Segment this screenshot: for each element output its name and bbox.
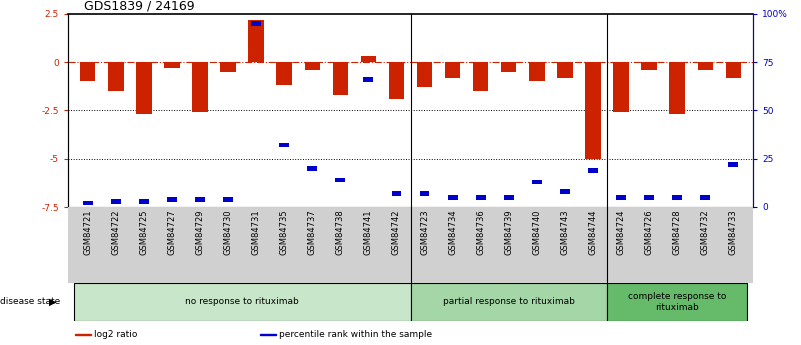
Bar bbox=[74, 283, 410, 321]
Bar bbox=[588, 168, 598, 172]
Text: GSM84722: GSM84722 bbox=[111, 209, 120, 255]
Text: GSM84735: GSM84735 bbox=[280, 209, 288, 255]
Text: GSM84737: GSM84737 bbox=[308, 209, 316, 255]
Text: GSM84739: GSM84739 bbox=[505, 209, 513, 255]
Text: GSM84721: GSM84721 bbox=[83, 209, 92, 255]
Bar bbox=[473, 62, 489, 91]
Text: GSM84734: GSM84734 bbox=[448, 209, 457, 255]
Text: GSM84738: GSM84738 bbox=[336, 209, 345, 255]
Bar bbox=[223, 197, 233, 201]
Text: GSM84725: GSM84725 bbox=[139, 209, 148, 255]
Bar bbox=[364, 77, 373, 82]
Bar bbox=[560, 189, 570, 194]
Text: disease state: disease state bbox=[0, 297, 60, 306]
Bar bbox=[252, 21, 261, 26]
Text: GSM84731: GSM84731 bbox=[252, 209, 260, 255]
Bar bbox=[332, 62, 348, 95]
Bar bbox=[644, 195, 654, 200]
Text: GDS1839 / 24169: GDS1839 / 24169 bbox=[84, 0, 195, 12]
Bar bbox=[167, 197, 177, 201]
Text: log2 ratio: log2 ratio bbox=[94, 329, 138, 339]
Text: GSM84733: GSM84733 bbox=[729, 209, 738, 255]
Text: percentile rank within the sample: percentile rank within the sample bbox=[279, 329, 433, 339]
Text: GSM84729: GSM84729 bbox=[195, 209, 204, 255]
Bar bbox=[280, 143, 289, 148]
Bar bbox=[417, 62, 433, 87]
Text: GSM84726: GSM84726 bbox=[645, 209, 654, 255]
Bar bbox=[304, 62, 320, 70]
Text: GSM84724: GSM84724 bbox=[617, 209, 626, 255]
Bar bbox=[410, 283, 607, 321]
Bar bbox=[557, 62, 573, 78]
Bar bbox=[476, 195, 485, 200]
Bar bbox=[607, 283, 747, 321]
Bar bbox=[136, 62, 151, 114]
Bar bbox=[276, 62, 292, 85]
Text: GSM84727: GSM84727 bbox=[167, 209, 176, 255]
Bar bbox=[728, 162, 739, 167]
Text: GSM84723: GSM84723 bbox=[420, 209, 429, 255]
Bar bbox=[670, 62, 685, 114]
Bar bbox=[248, 20, 264, 62]
Bar bbox=[445, 62, 461, 78]
Bar bbox=[698, 62, 713, 70]
Text: complete response to
rituximab: complete response to rituximab bbox=[628, 292, 727, 312]
Bar bbox=[529, 62, 545, 81]
Bar bbox=[360, 56, 376, 62]
Bar bbox=[616, 195, 626, 200]
Text: GSM84732: GSM84732 bbox=[701, 209, 710, 255]
Bar bbox=[672, 195, 682, 200]
Text: GSM84741: GSM84741 bbox=[364, 209, 373, 255]
Bar bbox=[336, 178, 345, 182]
Bar bbox=[504, 195, 513, 200]
Text: no response to rituximab: no response to rituximab bbox=[185, 297, 299, 306]
Bar bbox=[83, 201, 93, 206]
Bar bbox=[164, 62, 179, 68]
Bar bbox=[586, 62, 601, 159]
Bar bbox=[448, 195, 457, 200]
Bar bbox=[614, 62, 629, 112]
Bar bbox=[260, 334, 276, 335]
Text: GSM84743: GSM84743 bbox=[561, 209, 570, 255]
Text: GSM84742: GSM84742 bbox=[392, 209, 401, 255]
Bar bbox=[642, 62, 657, 70]
Bar bbox=[501, 62, 517, 72]
Bar bbox=[75, 334, 91, 335]
Text: GSM84728: GSM84728 bbox=[673, 209, 682, 255]
Text: GSM84744: GSM84744 bbox=[589, 209, 598, 255]
Text: ▶: ▶ bbox=[49, 297, 56, 307]
Bar bbox=[726, 62, 741, 78]
Bar bbox=[111, 199, 121, 204]
Bar bbox=[532, 179, 541, 184]
Bar bbox=[420, 191, 429, 196]
Bar bbox=[192, 62, 207, 112]
Bar bbox=[195, 197, 205, 201]
Bar bbox=[220, 62, 235, 72]
Text: GSM84736: GSM84736 bbox=[476, 209, 485, 255]
Bar bbox=[80, 62, 95, 81]
Bar bbox=[700, 195, 710, 200]
Bar bbox=[308, 166, 317, 171]
Text: GSM84730: GSM84730 bbox=[223, 209, 232, 255]
Bar bbox=[388, 62, 405, 99]
Text: partial response to rituximab: partial response to rituximab bbox=[443, 297, 574, 306]
Bar bbox=[392, 191, 401, 196]
Bar bbox=[139, 199, 149, 204]
Text: GSM84740: GSM84740 bbox=[533, 209, 541, 255]
Bar bbox=[108, 62, 123, 91]
